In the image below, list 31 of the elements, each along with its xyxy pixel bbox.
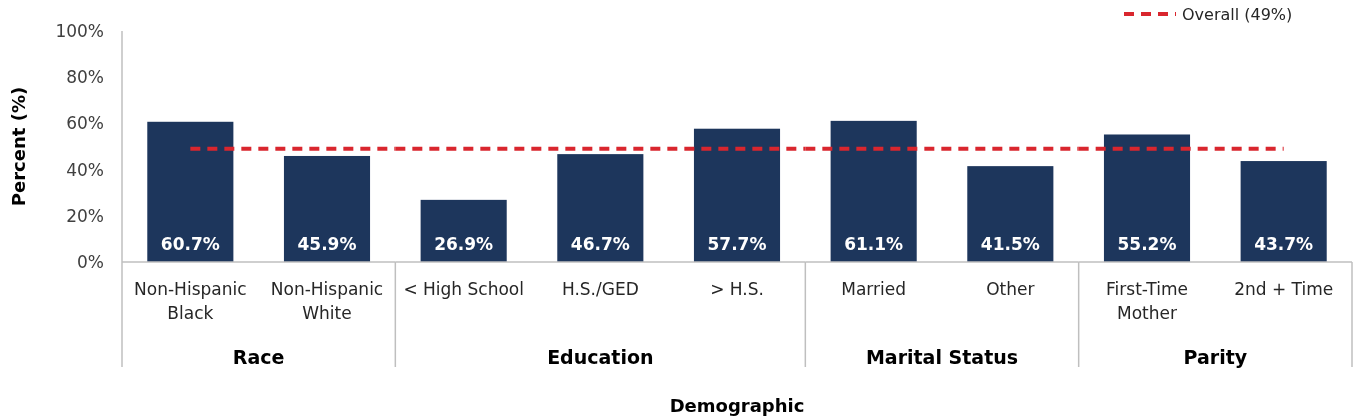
- text: 55.2%: [1117, 234, 1177, 254]
- x-axis-title: Marital Status: [865, 346, 1019, 368]
- y-tick-label: 0%: [77, 251, 104, 272]
- text: 45.9%: [297, 234, 357, 254]
- y-axis-title: Percent (%): [8, 86, 29, 207]
- text: 46.7%: [570, 234, 630, 254]
- text: Demographic: [669, 395, 805, 416]
- text: 61.1%: [844, 234, 904, 254]
- x-tick-label: Other: [986, 279, 1035, 299]
- x-axis-title: Education: [547, 346, 654, 368]
- x-tick-label: 2nd + Time: [1234, 279, 1334, 299]
- y-tick-label: 80%: [66, 67, 104, 88]
- x-tick-label: H.S./GED: [561, 279, 639, 299]
- x-tick-label: Non-Hispanic White: [270, 279, 384, 323]
- x-tick-label: First-Time Mother: [1106, 279, 1188, 323]
- text: 41.5%: [980, 234, 1040, 254]
- text: 43.7%: [1254, 234, 1314, 254]
- x-axis-title: Race: [232, 346, 285, 368]
- x-tick-label: > H.S.: [710, 279, 764, 299]
- y-tick-label: 60%: [66, 113, 104, 134]
- text: 60.7%: [160, 234, 220, 254]
- text: 26.9%: [434, 234, 494, 254]
- y-tick-label: 20%: [66, 205, 104, 226]
- y-tick-label: 40%: [66, 159, 104, 180]
- text: 57.7%: [707, 234, 767, 254]
- x-tick-label: Non-Hispanic Black: [134, 279, 247, 323]
- x-tick-label: < High School: [403, 279, 524, 299]
- x-axis-title: Parity: [1183, 346, 1248, 368]
- y-tick-label: 100%: [55, 20, 104, 41]
- x-tick-label: Married: [841, 279, 907, 299]
- legend-label: Overall (49%): [1182, 4, 1293, 24]
